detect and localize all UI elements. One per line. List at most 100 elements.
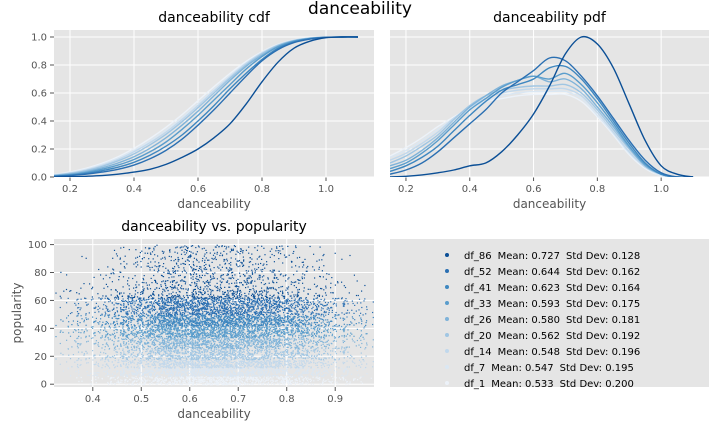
scatter-point	[256, 345, 258, 347]
scatter-point	[198, 366, 200, 368]
scatter-point	[211, 384, 213, 386]
scatter-point	[260, 351, 262, 353]
scatter-point	[79, 344, 81, 346]
scatter-point	[219, 355, 221, 358]
scatter-point	[264, 342, 266, 344]
scatter-point	[171, 362, 173, 364]
scatter-point	[193, 364, 195, 366]
scatter-point	[192, 381, 194, 384]
scatter-point	[238, 356, 240, 358]
scatter-point	[283, 380, 285, 382]
scatter-point	[248, 349, 251, 351]
scatter-point	[332, 378, 334, 380]
scatter-point	[331, 374, 333, 376]
scatter-point	[266, 379, 268, 381]
scatter-point	[209, 366, 211, 369]
scatter-point	[260, 379, 262, 381]
scatter-point	[260, 339, 262, 341]
scatter-point	[258, 381, 260, 383]
scatter-point	[291, 376, 293, 378]
scatter-point	[272, 372, 274, 374]
scatter-point	[338, 367, 340, 369]
scatter-point	[199, 344, 201, 346]
scatter-point	[264, 349, 266, 351]
scatter-point	[153, 373, 155, 375]
scatter-point	[261, 339, 263, 341]
scatter-point	[209, 363, 211, 365]
scatter-point	[146, 339, 148, 341]
scatter-point	[189, 338, 191, 340]
scatter-point	[126, 360, 128, 362]
scatter-point	[195, 384, 197, 386]
scatter-point	[238, 337, 241, 339]
scatter-point	[326, 340, 328, 342]
scatter-point	[238, 380, 240, 382]
scatter-point	[125, 364, 127, 366]
scatter-point	[235, 355, 237, 357]
scatter-point	[211, 367, 213, 369]
scatter-point	[254, 379, 257, 381]
scatter-layer-df_26	[59, 336, 374, 350]
scatter-point	[284, 354, 286, 356]
scatter-point	[163, 351, 165, 353]
scatter-point	[153, 357, 155, 359]
scatter-point	[184, 360, 186, 362]
scatter-point	[159, 364, 161, 366]
scatter-point	[232, 366, 234, 368]
scatter-point	[229, 349, 231, 351]
scatter-point	[286, 351, 288, 353]
scatter-point	[284, 351, 286, 353]
scatter-point	[275, 363, 277, 365]
scatter-point	[251, 369, 253, 371]
scatter-point	[169, 349, 172, 351]
scatter-point	[309, 361, 312, 363]
scatter-point	[239, 372, 241, 375]
scatter-point	[351, 338, 353, 340]
scatter-point	[124, 360, 127, 362]
scatter-point	[267, 357, 269, 359]
scatter-point	[238, 337, 240, 339]
scatter-point	[242, 338, 244, 340]
scatter-point	[224, 369, 226, 371]
scatter-point	[234, 353, 237, 355]
scatter-point	[276, 342, 278, 344]
scatter-point	[241, 367, 243, 369]
scatter-point	[315, 357, 317, 359]
scatter-point	[144, 376, 146, 378]
scatter-point	[249, 352, 251, 354]
scatter-point	[305, 378, 308, 380]
scatter-point	[172, 356, 174, 358]
scatter-point	[206, 363, 208, 365]
scatter-point	[197, 356, 200, 358]
scatter-point	[207, 337, 209, 339]
scatter-point	[189, 381, 191, 383]
scatter-point	[103, 370, 105, 372]
scatter-point	[184, 372, 186, 374]
scatter-point	[173, 344, 175, 346]
scatter-point	[187, 367, 189, 369]
scatter-point	[234, 372, 236, 374]
scatter-point	[174, 351, 176, 353]
scatter-point	[157, 375, 159, 377]
scatter-point	[165, 349, 167, 351]
panel-title: danceability cdf	[158, 10, 271, 26]
scatter-point	[213, 370, 215, 372]
scatter-point	[295, 344, 297, 346]
scatter-point	[232, 340, 234, 342]
scatter-point	[228, 383, 230, 385]
scatter-point	[153, 380, 156, 382]
scatter-point	[187, 362, 189, 364]
scatter-point	[195, 375, 197, 377]
scatter-point	[284, 344, 286, 347]
scatter-point	[181, 348, 183, 350]
scatter-point	[209, 380, 211, 382]
scatter-point	[225, 350, 227, 352]
scatter-point	[314, 329, 316, 331]
scatter-point	[255, 382, 257, 384]
scatter-point	[161, 372, 163, 374]
scatter-point	[355, 345, 357, 347]
scatter-point	[258, 337, 261, 339]
scatter-point	[225, 344, 227, 346]
scatter-point	[184, 343, 186, 345]
scatter-point	[165, 367, 167, 369]
